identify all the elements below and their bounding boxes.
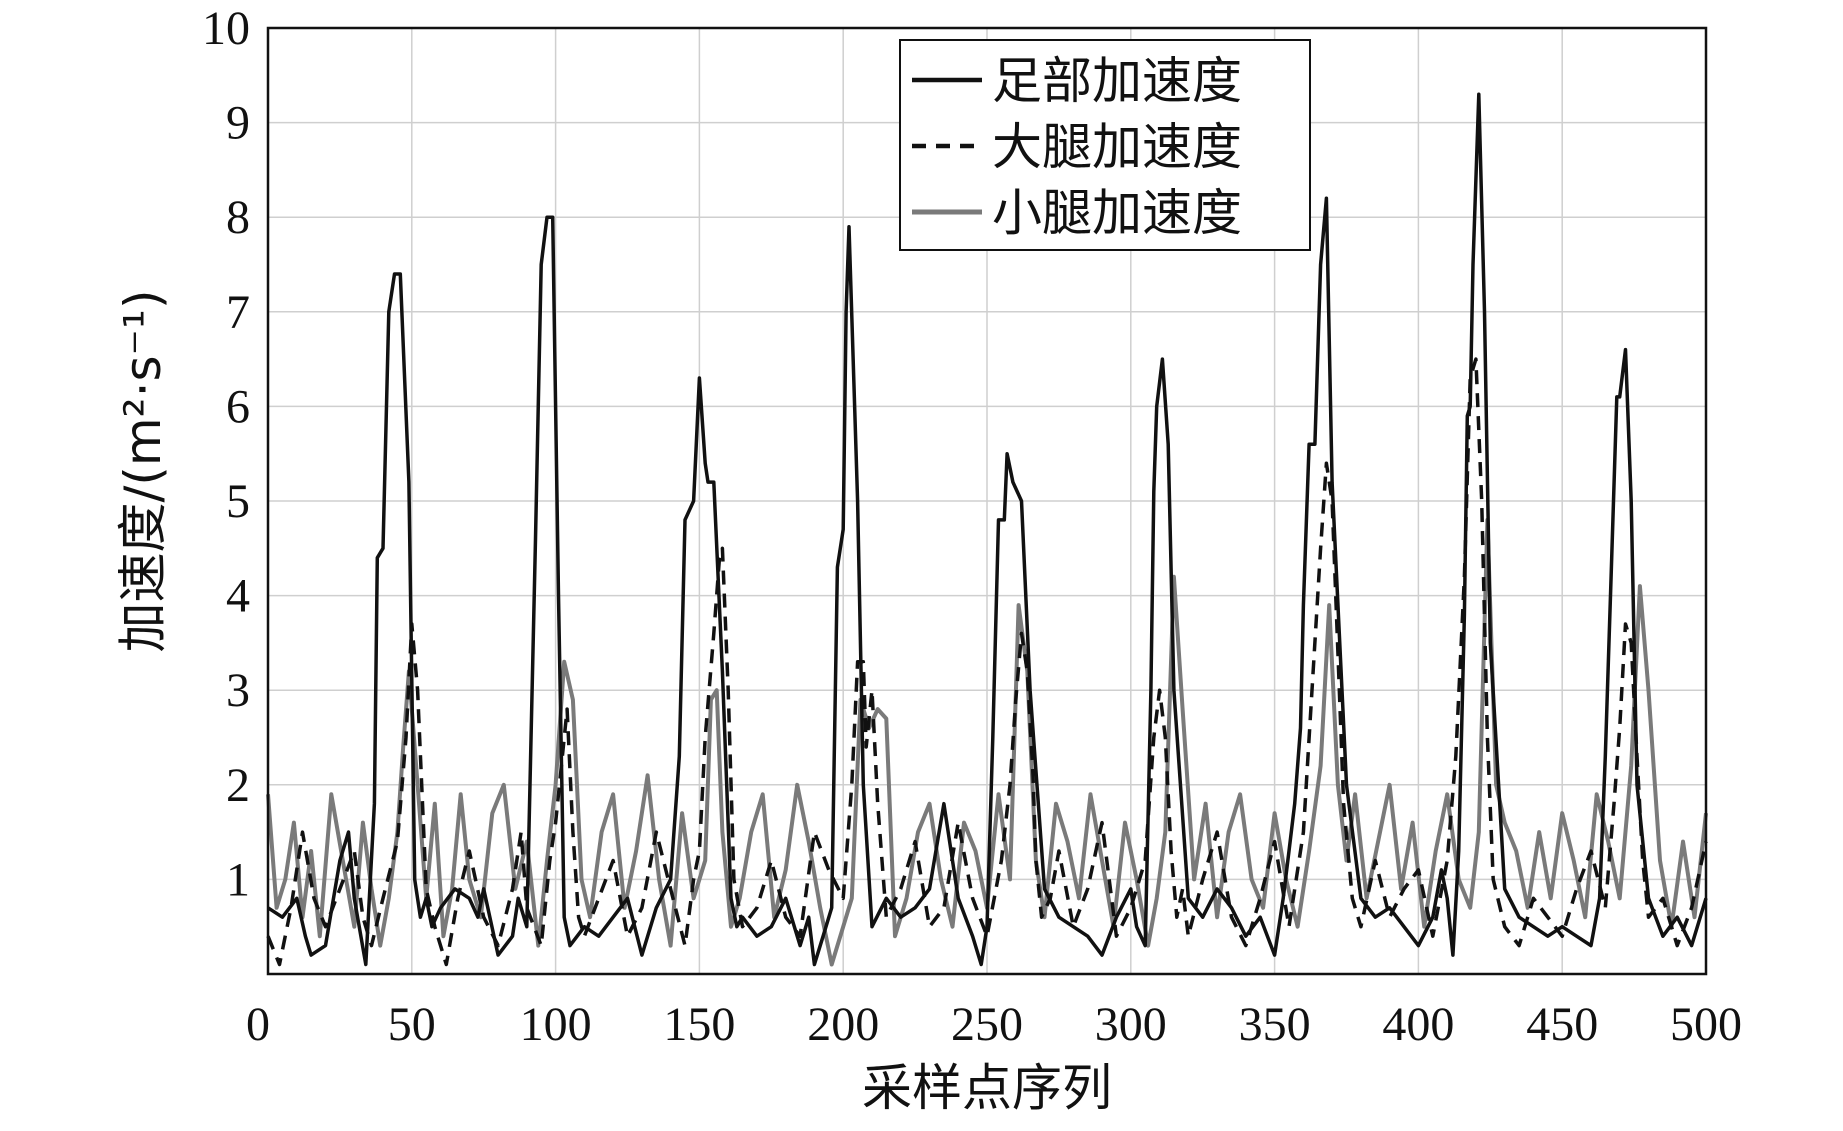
y-tick-label: 4 — [226, 570, 250, 623]
legend-label-thigh: 大腿加速度 — [992, 118, 1242, 176]
y-tick-label: 10 — [202, 2, 250, 55]
x-tick-label: 500 — [1670, 998, 1742, 1051]
series-layer — [266, 92, 1708, 967]
x-tick-label: 150 — [663, 998, 735, 1051]
y-tick-label: 9 — [226, 97, 250, 150]
y-tick-label: 1 — [226, 853, 250, 906]
tick-labels: 0 50 100 150 200 250 300 350 400 450 500 1 2 3 4 5 6 7 8 9 1… — [202, 2, 1742, 1051]
x-tick-label: 0 — [246, 998, 270, 1051]
foot-acceleration-line — [267, 92, 1708, 967]
legend-label-shank: 小腿加速度 — [992, 184, 1242, 242]
y-axis-title: 加速度/(m²·s⁻¹) — [114, 290, 172, 653]
y-tick-label: 6 — [226, 380, 250, 433]
x-tick-label: 200 — [807, 998, 879, 1051]
y-tick-label: 7 — [226, 286, 250, 339]
x-tick-label: 100 — [520, 998, 592, 1051]
shank-acceleration-line — [266, 517, 1708, 967]
x-tick-label: 400 — [1382, 998, 1454, 1051]
y-tick-label: 3 — [226, 664, 250, 717]
x-tick-label: 450 — [1526, 998, 1598, 1051]
x-axis-title: 采样点序列 — [862, 1059, 1112, 1117]
x-tick-label: 50 — [388, 998, 436, 1051]
x-tick-label: 300 — [1095, 998, 1167, 1051]
thigh-acceleration-line — [266, 357, 1708, 967]
y-tick-label: 5 — [226, 475, 250, 528]
x-tick-label: 350 — [1239, 998, 1311, 1051]
plot-frame — [266, 26, 1708, 976]
y-tick-label: 8 — [226, 191, 250, 244]
legend: 足部加速度 大腿加速度 小腿加速度 — [899, 39, 1311, 251]
y-tick-label: 2 — [226, 759, 250, 812]
legend-label-foot: 足部加速度 — [992, 52, 1242, 110]
x-tick-label: 250 — [951, 998, 1023, 1051]
